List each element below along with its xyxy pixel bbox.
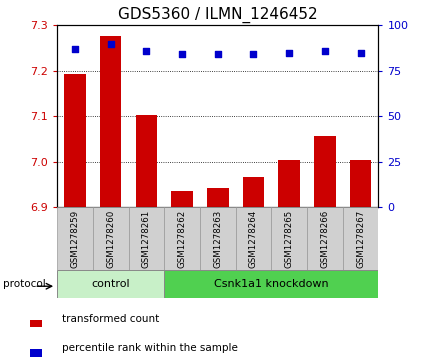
Text: GSM1278263: GSM1278263 [213, 209, 222, 268]
Point [357, 50, 364, 56]
Point [250, 52, 257, 57]
Text: GSM1278265: GSM1278265 [285, 209, 293, 268]
Bar [64, 74, 86, 207]
Text: GSM1278264: GSM1278264 [249, 209, 258, 268]
Point [72, 46, 79, 52]
Text: control: control [92, 279, 130, 289]
Text: GSM1278260: GSM1278260 [106, 209, 115, 268]
Bar [30, 319, 42, 327]
Point [179, 52, 186, 57]
Bar [57, 270, 164, 298]
Bar [164, 207, 200, 270]
Text: GSM1278261: GSM1278261 [142, 209, 151, 268]
Bar [164, 270, 378, 298]
Text: Csnk1a1 knockdown: Csnk1a1 knockdown [214, 279, 329, 289]
Text: GSM1278267: GSM1278267 [356, 209, 365, 268]
Bar [271, 207, 307, 270]
Bar [200, 207, 236, 270]
Bar [93, 207, 128, 270]
Bar [207, 188, 228, 207]
Bar [343, 207, 378, 270]
Text: protocol: protocol [3, 279, 46, 289]
Bar [350, 160, 371, 207]
Bar [314, 136, 336, 207]
Bar [172, 191, 193, 207]
Bar [307, 207, 343, 270]
Point [321, 48, 328, 54]
Text: percentile rank within the sample: percentile rank within the sample [62, 343, 238, 353]
Point [286, 50, 293, 56]
Bar [279, 160, 300, 207]
Bar [100, 36, 121, 207]
Text: GSM1278259: GSM1278259 [70, 209, 80, 268]
Bar [57, 207, 93, 270]
Bar [30, 349, 42, 357]
Point [214, 52, 221, 57]
Bar [128, 207, 164, 270]
Bar [236, 207, 271, 270]
Text: GSM1278266: GSM1278266 [320, 209, 330, 268]
Title: GDS5360 / ILMN_1246452: GDS5360 / ILMN_1246452 [118, 7, 318, 23]
Bar [243, 176, 264, 207]
Point [107, 41, 114, 46]
Text: transformed count: transformed count [62, 314, 159, 324]
Point [143, 48, 150, 54]
Bar [136, 115, 157, 207]
Text: GSM1278262: GSM1278262 [178, 209, 187, 268]
